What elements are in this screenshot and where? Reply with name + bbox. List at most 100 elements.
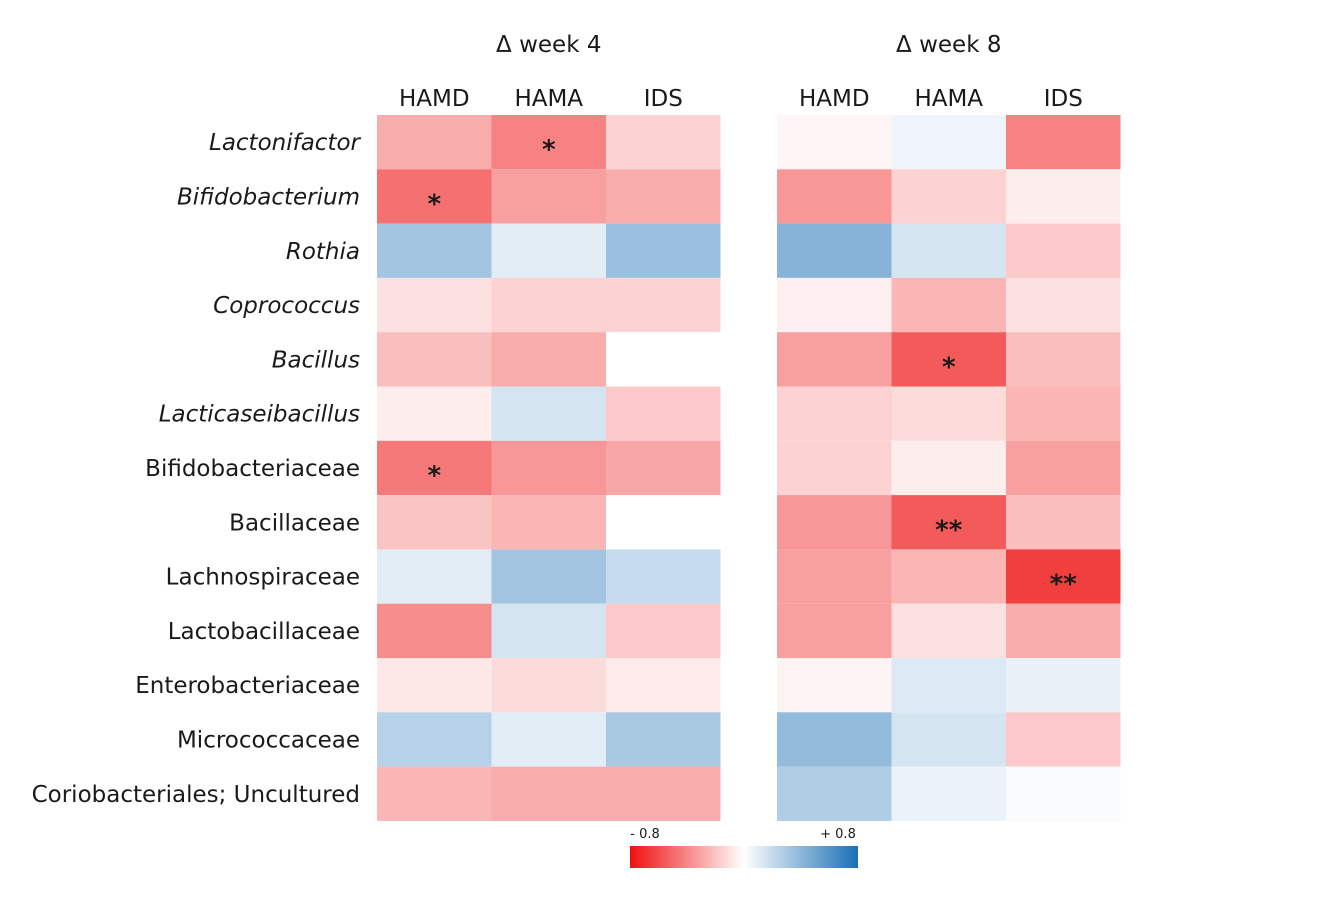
column-label: IDS [1044,86,1083,112]
panel-title: Δ week 4 [496,32,601,58]
significance-marker: * [427,189,441,219]
row-label: Lactonifactor [209,130,362,156]
heatmap-cell [1006,115,1121,170]
row-label: Bifidobacteriaceae [145,456,360,482]
heatmap-cell [891,115,1006,170]
heatmap-cell [606,712,721,767]
row-labels: Lactonifactor Bifidobacterium Rothia Coproc… [32,130,362,808]
heatmap-cell [891,332,1006,387]
heatmap-cell [491,169,606,224]
heatmap-cell [606,115,721,170]
heatmap-cell [1006,223,1121,278]
row-label: Rothia [286,239,360,265]
heatmap-cell [777,386,892,441]
scale-min-label: - 0.8 [630,827,660,842]
significance-marker: * [427,461,441,491]
significance-marker: * [942,352,956,382]
heatmap-cell [1006,766,1121,821]
heatmap-cell [777,115,892,170]
row-label: Micrococcaceae [177,727,360,753]
heatmap-cell [377,712,492,767]
heatmap-cell [891,440,1006,496]
heatmap-cell [377,386,492,441]
heatmap-cell [891,277,1006,333]
heatmap-cell [1006,495,1121,550]
heatmap-cell [777,712,892,767]
heatmap-cell [377,169,492,224]
heatmap-cell [1006,386,1121,441]
heatmap-cell [891,495,1006,550]
heatmap-cell [606,603,721,658]
heatmap-cell [377,495,492,550]
row-label: Lactobacillaceae [168,619,360,645]
column-label: IDS [644,86,683,112]
heatmap-cell [606,169,721,224]
panel-title: Δ week 8 [896,32,1001,58]
column-label: HAMD [399,86,470,112]
heatmap-panel: Δ week 4 HAMD HAMA IDS * * * [377,32,721,821]
heatmap-cell [491,603,606,658]
row-label: Bacillus [272,347,360,373]
heatmap-cell [606,658,721,713]
row-label: Bacillaceae [229,510,360,536]
heatmap-cell [1006,277,1121,333]
column-label: HAMA [914,86,983,112]
heatmap-cell [606,549,721,604]
row-label: Coprococcus [213,293,360,319]
heatmap-cell [606,440,721,496]
heatmap-cell [1006,440,1121,496]
heatmap-cell [377,223,492,278]
heatmap-cell [377,766,492,821]
heatmap-cell [1006,549,1121,604]
heatmap-cell [606,766,721,821]
heatmap-cell [1006,169,1121,224]
heatmap-cell [891,712,1006,767]
heatmap-cell [777,277,892,333]
heatmap-cell [606,277,721,333]
scale-max-label: + 0.8 [820,827,856,842]
heatmap-cell [1006,603,1121,658]
heatmap-cell [491,332,606,387]
column-label: HAMA [514,86,583,112]
heatmap-panels: Δ week 4 HAMD HAMA IDS * * * Δ week 8 HAMD HAMA ID… [377,32,1121,821]
heatmap-cell [491,386,606,441]
heatmap-cell [606,332,721,387]
heatmap-cell [1006,332,1121,387]
heatmap-cell [377,549,492,604]
heatmap-cell [777,658,892,713]
heatmap-cell [377,115,492,170]
heatmap-cell [377,603,492,658]
heatmap-cell [491,277,606,333]
heatmap-cell [491,115,606,170]
heatmap-cell [777,440,892,496]
significance-marker: ** [1050,570,1078,600]
heatmap-cell [377,332,492,387]
color-scale-legend: - 0.8 + 0.8 [630,827,858,868]
row-label: Bifidobacterium [177,184,360,210]
heatmap-cell [891,223,1006,278]
significance-marker: ** [935,515,963,545]
heatmap-cell [377,658,492,713]
heatmap-cell [491,766,606,821]
heatmap-cell [377,440,492,496]
heatmap-cell [491,440,606,496]
heatmap-cell [491,712,606,767]
color-scale-bar [630,846,858,868]
heatmap-cell [491,495,606,550]
heatmap-cell [777,495,892,550]
heatmap-cell [891,386,1006,441]
heatmap-cell [491,658,606,713]
heatmap-cell [891,603,1006,658]
row-label: Lacticaseibacillus [159,402,360,428]
heatmap-cell [606,386,721,441]
heatmap-cell [606,495,721,550]
heatmap-cell [891,766,1006,821]
significance-marker: * [542,135,556,165]
heatmap-cell [891,169,1006,224]
row-label: Coriobacteriales; Uncultured [32,782,360,808]
heatmap-cell [606,223,721,278]
heatmap-cell [891,549,1006,604]
heatmap-cell [777,169,892,224]
